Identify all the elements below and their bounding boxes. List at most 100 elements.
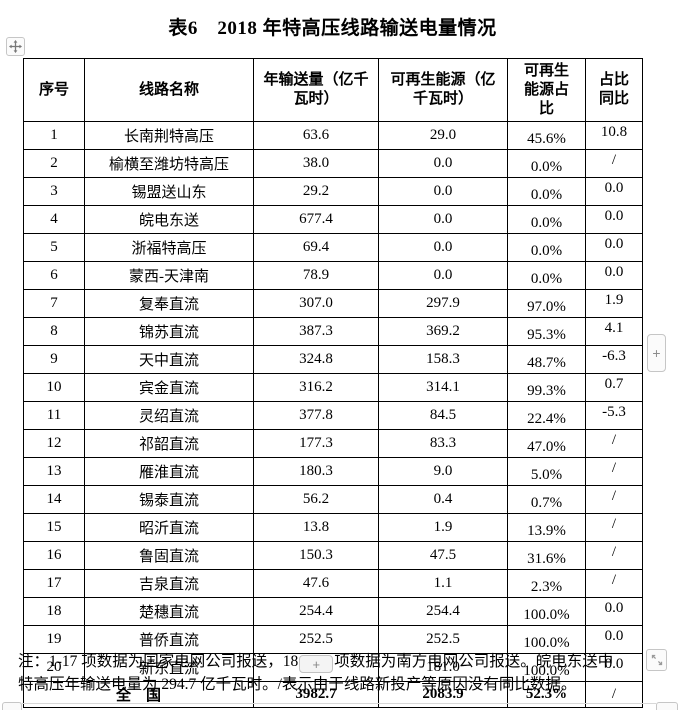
table-row: 12 祁韶直流 177.3 83.3 47.0% / xyxy=(23,429,643,458)
cell-yoy: 0.0 xyxy=(585,205,643,234)
table-row: 5 浙福特高压 69.4 0.0 0.0% 0.0 xyxy=(23,233,643,262)
cell-name: 鲁固直流 xyxy=(84,541,254,570)
cell-yoy: 0.0 xyxy=(585,597,643,626)
cell-annual: 78.9 xyxy=(253,261,379,290)
table-move-handle[interactable] xyxy=(6,37,25,56)
cell-annual: 56.2 xyxy=(253,485,379,514)
cell-name: 锦苏直流 xyxy=(84,317,254,346)
cell-name: 新东直流 xyxy=(84,653,254,682)
footnote-line1-before: 注：1-17 项数据为国家电网公司报送，18 xyxy=(18,653,299,670)
table-row: 4 皖电东送 677.4 0.0 0.0% 0.0 xyxy=(23,205,643,234)
cell-share: 95.3% xyxy=(507,317,586,346)
cell-share: 0.0% xyxy=(507,261,586,290)
table-row: 7 复奉直流 307.0 297.9 97.0% 1.9 xyxy=(23,289,643,318)
cell-annual: 150.3 xyxy=(253,541,379,570)
cell-name: 天中直流 xyxy=(84,345,254,374)
cell-name: 宾金直流 xyxy=(84,373,254,402)
cell-share: 97.0% xyxy=(507,289,586,318)
cell-share: 13.9% xyxy=(507,513,586,542)
uhv-transmission-table: 序号 线路名称 年输送量（亿千 瓦时） 可再生能源（亿 千瓦时） 可再生 能源占… xyxy=(23,58,643,708)
cell-renewable: 181.0 xyxy=(378,653,508,682)
cell-name: 锡泰直流 xyxy=(84,485,254,514)
cell-share: 0.7% xyxy=(507,485,586,514)
cell-renewable: 158.3 xyxy=(378,345,508,374)
cell-name: 吉泉直流 xyxy=(84,569,254,598)
header-share: 可再生 能源占 比 xyxy=(507,58,586,122)
cell-name: 灵绍直流 xyxy=(84,401,254,430)
cell-annual: 307.0 xyxy=(253,289,379,318)
cell-renewable: 254.4 xyxy=(378,597,508,626)
cell-yoy: 0.0 xyxy=(585,261,643,290)
cell-no: 3 xyxy=(23,177,85,206)
cell-yoy: -6.3 xyxy=(585,345,643,374)
cell-share: 47.0% xyxy=(507,429,586,458)
resize-diagonal-icon xyxy=(650,653,664,667)
header-renewable: 可再生能源（亿 千瓦时） xyxy=(378,58,508,122)
cell-no: 7 xyxy=(23,289,85,318)
table-resize-handle[interactable] xyxy=(646,649,667,671)
cell-no: 9 xyxy=(23,345,85,374)
table-caption: 表6 2018 年特高压线路输送电量情况 xyxy=(168,18,497,39)
horizontal-scrollbar-track[interactable] xyxy=(22,703,656,704)
cell-annual: 324.8 xyxy=(253,345,379,374)
cell-yoy: / xyxy=(585,569,643,598)
cell-renewable: 9.0 xyxy=(378,457,508,486)
cell-annual: 387.3 xyxy=(253,317,379,346)
cell-annual: 38.0 xyxy=(253,149,379,178)
header-no: 序号 xyxy=(23,58,85,122)
cell-no: 4 xyxy=(23,205,85,234)
table-row: 13 雁淮直流 180.3 9.0 5.0% / xyxy=(23,457,643,486)
cell-no: 17 xyxy=(23,569,85,598)
cell-share: 100.0% xyxy=(507,625,586,654)
cell-annual: 29.2 xyxy=(253,177,379,206)
cell-yoy: / xyxy=(585,149,643,178)
cell-name: 昭沂直流 xyxy=(84,513,254,542)
cell-yoy: / xyxy=(585,541,643,570)
table-row: 11 灵绍直流 377.8 84.5 22.4% -5.3 xyxy=(23,401,643,430)
cell-name: 复奉直流 xyxy=(84,289,254,318)
table-row: 1 长南荆特高压 63.6 29.0 45.6% 10.8 xyxy=(23,121,643,150)
footnote-line2: 特高压年输送电量为 294.7 亿千瓦时。/表示由于线路新投产等原因没有同比数据… xyxy=(18,676,577,693)
cell-share: 0.0% xyxy=(507,149,586,178)
cell-renewable: 83.3 xyxy=(378,429,508,458)
insert-row-button[interactable]: + xyxy=(299,655,334,673)
table-body: 1 长南荆特高压 63.6 29.0 45.6% 10.8 2 榆横至潍坊特高压 38.0 0.0… xyxy=(23,121,643,682)
cell-renewable: 29.0 xyxy=(378,121,508,150)
cell-yoy: 4.1 xyxy=(585,317,643,346)
cell-share: 2.3% xyxy=(507,569,586,598)
cell-no: 2 xyxy=(23,149,85,178)
header-yoy: 占比 同比 xyxy=(585,58,643,122)
table-row: 15 昭沂直流 13.8 1.9 13.9% / xyxy=(23,513,643,542)
cell-name: 锡盟送山东 xyxy=(84,177,254,206)
cell-yoy: 10.8 xyxy=(585,121,643,150)
cell-renewable: 252.5 xyxy=(378,625,508,654)
cell-share: 45.6% xyxy=(507,121,586,150)
cell-share: 99.3% xyxy=(507,373,586,402)
insert-column-button[interactable]: + xyxy=(647,334,666,372)
cell-annual: 69.4 xyxy=(253,233,379,262)
footnote-line1-after: 项数据为南方电网公司报送。皖电东送中 xyxy=(334,653,614,670)
cell-renewable: 0.0 xyxy=(378,177,508,206)
cell-yoy: 1.9 xyxy=(585,289,643,318)
move-icon xyxy=(9,40,22,53)
table-row: 19 普侨直流 252.5 252.5 100.0% 0.0 xyxy=(23,625,643,654)
cell-annual: 13.8 xyxy=(253,513,379,542)
cell-no: 14 xyxy=(23,485,85,514)
cell-yoy: 0.0 xyxy=(585,177,643,206)
cell-renewable: 297.9 xyxy=(378,289,508,318)
cell-renewable: 314.1 xyxy=(378,373,508,402)
scroll-left-button[interactable] xyxy=(2,702,22,710)
cell-name: 雁淮直流 xyxy=(84,457,254,486)
cell-share: 5.0% xyxy=(507,457,586,486)
cell-yoy: 0.0 xyxy=(585,625,643,654)
table-row: 3 锡盟送山东 29.2 0.0 0.0% 0.0 xyxy=(23,177,643,206)
cell-no: 12 xyxy=(23,429,85,458)
cell-renewable: 369.2 xyxy=(378,317,508,346)
header-name: 线路名称 xyxy=(84,58,254,122)
cell-name: 浙福特高压 xyxy=(84,233,254,262)
cell-name: 榆横至潍坊特高压 xyxy=(84,149,254,178)
cell-yoy: 0.7 xyxy=(585,373,643,402)
scroll-right-button[interactable] xyxy=(656,702,678,710)
cell-annual: 254.4 xyxy=(253,597,379,626)
